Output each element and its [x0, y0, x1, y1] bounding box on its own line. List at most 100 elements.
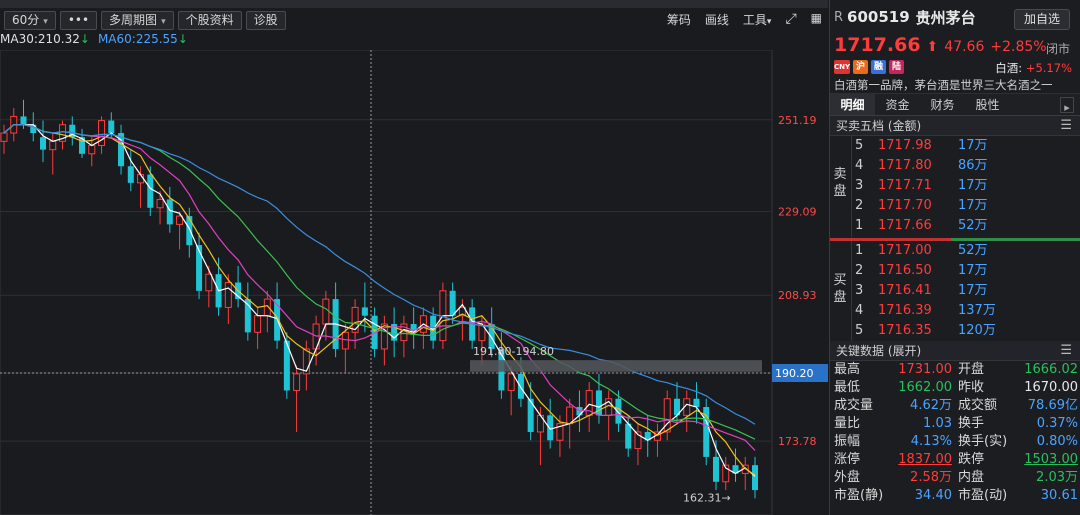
value: 2.03万 [1036, 470, 1078, 485]
y-tick-label: 251.19 [778, 114, 817, 127]
candle-body [88, 144, 96, 155]
tab-detail[interactable]: 明细 [830, 94, 875, 115]
bid-row[interactable]: 1 1717.00 52万 [852, 241, 1080, 261]
price-row: 1717.66 ⬆ 47.66 +2.85% [830, 34, 1080, 58]
price: 1716.41 [878, 283, 932, 298]
arrow-down-icon: ↓ [79, 32, 90, 46]
level: 2 [855, 198, 864, 213]
volume: 17万 [958, 178, 988, 193]
stock-code: 600519 [847, 8, 910, 26]
tab-finance[interactable]: 财务 [930, 98, 955, 112]
value: 1666.02 [1024, 362, 1078, 377]
cny-tag[interactable]: CNY [834, 60, 850, 74]
ask-row[interactable]: 2 1717.70 17万 [852, 196, 1080, 216]
margin-tag[interactable]: 融 [871, 60, 886, 74]
fullscreen-icon[interactable]: ⤢ [785, 11, 797, 27]
candle-body [625, 423, 632, 449]
candle-body [98, 120, 106, 146]
candle-body [712, 456, 719, 482]
bid-ask-ratio-bar [830, 238, 1080, 241]
shanghai-tag[interactable]: 沪 [853, 60, 868, 74]
candle-body [0, 132, 8, 142]
chips-button[interactable]: 筹码 [666, 13, 691, 27]
add-to-watchlist-button[interactable]: 加自选 [1013, 9, 1070, 30]
key-data-row: 最高 1731.00 开盘 1666.02 [830, 361, 1080, 379]
key-data-row: 成交量 4.62万 成交额 78.69亿 [830, 397, 1080, 415]
label: 内盘 [958, 470, 985, 485]
label: 成交额 [958, 398, 998, 413]
candle-body [556, 423, 564, 441]
candle-body [156, 198, 164, 209]
period-selector[interactable]: 60分 ▾ [4, 10, 56, 30]
candle-body [283, 340, 290, 391]
more-button[interactable]: ••• [59, 10, 98, 30]
value: 1670.00 [1024, 380, 1078, 395]
candle-body [205, 273, 213, 292]
key-data-row: 涨停 1837.00 跌停 1503.00 [830, 451, 1080, 469]
value: 1837.00 [898, 452, 952, 467]
grid-layout-icon[interactable]: ▦ [810, 11, 822, 25]
bid-row[interactable]: 3 1716.41 17万 [852, 281, 1080, 301]
stock-profile-button[interactable]: 个股资料 [177, 10, 242, 30]
tools-menu[interactable]: 工具▾ [743, 11, 772, 28]
key-data-row: 振幅 4.13% 换手(实) 0.80% [830, 433, 1080, 451]
tab-character[interactable]: 股性 [975, 98, 1000, 112]
ask-row[interactable]: 1 1717.66 52万 [852, 216, 1080, 236]
volume: 17万 [958, 283, 988, 298]
tabs-more-icon[interactable]: ▸ [1060, 97, 1074, 114]
connect-tag[interactable]: 陆 [889, 60, 904, 74]
arrow-up-icon: ⬆ [926, 39, 939, 55]
tab-capital[interactable]: 资金 [885, 98, 910, 112]
diagnose-button[interactable]: 诊股 [245, 10, 286, 30]
chart-toolbar: 60分 ▾ ••• 多周期图 ▾ 个股资料 诊股 筹码 画线 工具▾ ⤢ ▦ [0, 8, 828, 32]
bid-row[interactable]: 5 1716.35 120万 [852, 321, 1080, 341]
label: 涨停 [834, 452, 861, 467]
price: 1717.00 [878, 243, 932, 258]
draw-line-button[interactable]: 画线 [704, 13, 729, 27]
ma-legend: MA30:210.32↓ MA60:225.55↓ [0, 32, 188, 50]
sector-change[interactable]: 白酒: +5.17% [995, 60, 1072, 76]
resistance-zone-label: 191.80-194.80 [473, 345, 554, 358]
key-data-row: 外盘 2.58万 内盘 2.03万 [830, 469, 1080, 487]
crosshair-price-label: 190.20 [775, 367, 814, 380]
candlestick-chart[interactable]: 251.19229.09208.93190.20173.78190.20191.… [0, 50, 828, 515]
key-data-header[interactable]: 关键数据 (展开) ☰ [830, 341, 1080, 361]
ask-side-label: 卖盘 [833, 167, 847, 199]
ask-row[interactable]: 3 1717.71 17万 [852, 176, 1080, 196]
price: 1716.35 [878, 323, 932, 338]
candle-body [254, 315, 262, 333]
candle-body [244, 299, 251, 333]
key-data-row: 量比 1.03 换手 0.37% [830, 415, 1080, 433]
ask-row[interactable]: 5 1717.98 17万 [852, 136, 1080, 156]
label: 最低 [834, 380, 861, 395]
candle-body [186, 216, 193, 246]
ma30-text: MA30:210.32 [0, 32, 80, 46]
crosshair-price-tag [772, 364, 828, 383]
price: 1717.98 [878, 138, 932, 153]
candle-body [488, 324, 495, 349]
value: 2.58万 [910, 470, 952, 485]
key-data-row: 市盈(静) 34.40 市盈(动) 30.61 [830, 487, 1080, 505]
low-price-label: 162.31→ [683, 492, 731, 505]
ask-row[interactable]: 4 1717.80 86万 [852, 156, 1080, 176]
ma5-line [3, 124, 756, 477]
price-change-pct: +2.85% [990, 39, 1047, 55]
ratio-red [830, 238, 951, 241]
sector-label: 白酒: [995, 61, 1023, 75]
value: 78.69亿 [1027, 398, 1078, 413]
multi-period-button[interactable]: 多周期图 ▾ [101, 10, 174, 30]
bid-row[interactable]: 2 1716.50 17万 [852, 261, 1080, 281]
menu-icon[interactable]: ☰ [1060, 343, 1072, 358]
chevron-down-icon: ▾ [161, 16, 166, 27]
value: 1.03 [923, 416, 952, 431]
candle-body [371, 315, 378, 349]
order-book: 卖盘 买盘 5 1717.98 17万 4 1717.80 86万 3 1717.71 17… [830, 136, 1080, 341]
resistance-zone [470, 360, 762, 372]
candle-body [595, 390, 602, 416]
menu-icon[interactable]: ☰ [1060, 118, 1072, 133]
order-book-header[interactable]: 买卖五档 (金额) ☰ [830, 116, 1080, 136]
bid-row[interactable]: 4 1716.39 137万 [852, 301, 1080, 321]
candle-body [341, 331, 349, 350]
candle-body [644, 431, 651, 441]
